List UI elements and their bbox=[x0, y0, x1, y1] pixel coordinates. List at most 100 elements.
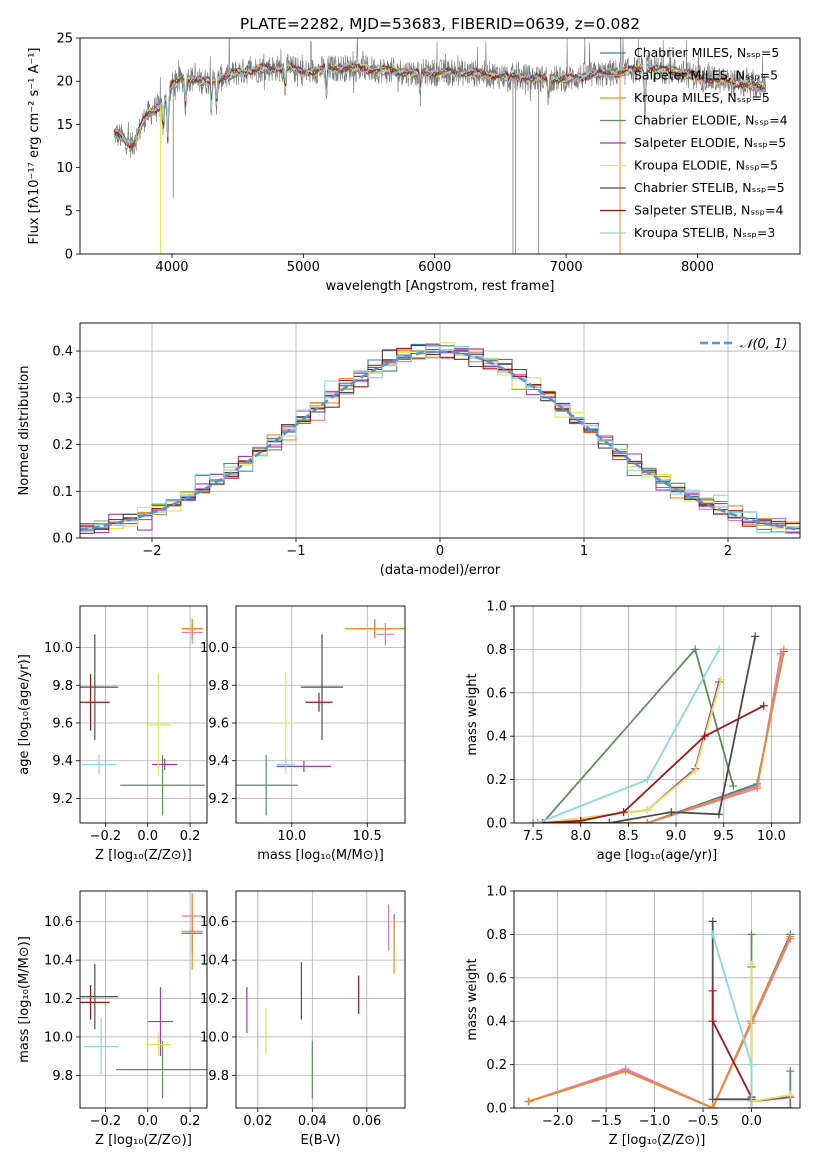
x-tick-label: 1 bbox=[580, 544, 588, 559]
y-tick-label: 0.8 bbox=[486, 643, 507, 658]
y-axis-label: Flux [fλ10⁻¹⁷ erg cm⁻² s⁻¹ A⁻¹] bbox=[27, 48, 42, 245]
panel-age_vs_mass: 10.0 10.5 9.2 9.4 9.6 9.8 10.0 mass [log₁₀(M/M⊙… bbox=[200, 605, 406, 863]
weight-point-marker bbox=[708, 930, 717, 939]
axes-frame bbox=[513, 890, 801, 1109]
weight-point-marker bbox=[576, 816, 585, 823]
axes-frame bbox=[235, 605, 406, 824]
weight-line bbox=[750, 967, 791, 1103]
histogram-step bbox=[80, 345, 800, 534]
x-tick-label: −1.0 bbox=[639, 1114, 671, 1129]
x-tick-label: −1 bbox=[286, 544, 305, 559]
y-tick-label: 1.0 bbox=[486, 885, 507, 900]
legend-label: Chabrier STELIB, Nₛₛₚ=5 bbox=[634, 180, 785, 195]
y-tick-label: 0.6 bbox=[486, 686, 507, 701]
x-axis-label: Z [log₁₀(Z/Z⊙)] bbox=[95, 848, 192, 863]
x-tick-label: 0.2 bbox=[180, 829, 201, 844]
y-tick-label: 10.2 bbox=[44, 992, 73, 1007]
weight-point-marker bbox=[786, 1090, 795, 1099]
x-axis-label: (data-model)/error bbox=[380, 563, 501, 578]
y-tick-label: 0.4 bbox=[486, 1015, 507, 1030]
weight-line bbox=[542, 679, 722, 823]
legend-label: 𝒩(0, 1) bbox=[740, 337, 787, 352]
plot-area bbox=[246, 904, 395, 1099]
weight-point-marker bbox=[751, 632, 760, 641]
y-tick-label: 0 bbox=[65, 248, 73, 263]
x-tick-label: 0.0 bbox=[137, 1114, 158, 1129]
weight-point-marker bbox=[621, 1067, 630, 1076]
y-tick-label: 10.2 bbox=[200, 992, 229, 1007]
weight-line bbox=[711, 921, 753, 1108]
weight-point-marker bbox=[708, 986, 717, 995]
x-axis-label: mass [log₁₀(M/M⊙)] bbox=[257, 848, 384, 863]
legend: Chabrier MILES, Nₛₛₚ=5 Salpeter MILES, Nₛ… bbox=[600, 45, 788, 240]
weight-point-marker bbox=[786, 1104, 795, 1108]
panel-mass_vs_ebv: 0.02 0.04 0.06 9.8 10.0 10.2 10.4 10.6 E(B-V) bbox=[200, 890, 406, 1148]
legend-label: Salpeter ELODIE, Nₛₛₚ=5 bbox=[634, 135, 786, 150]
y-tick-label: 0.4 bbox=[52, 345, 73, 360]
weight-point-marker bbox=[779, 645, 788, 654]
weight-point-marker bbox=[524, 1097, 533, 1106]
weight-point-marker bbox=[786, 932, 795, 941]
y-tick-label: 9.4 bbox=[208, 754, 229, 769]
y-tick-label: 9.2 bbox=[208, 792, 229, 807]
weight-point-marker bbox=[716, 675, 725, 684]
axes-frame bbox=[513, 605, 801, 824]
panel-spectrum: 4000 5000 6000 7000 8000 0 5 10 15 20 25 wavelength… bbox=[27, 15, 801, 294]
model-spectrum bbox=[113, 62, 767, 145]
weight-point-marker bbox=[691, 645, 700, 654]
y-tick-label: 1.0 bbox=[486, 600, 507, 615]
y-tick-label: 0.2 bbox=[486, 1058, 507, 1073]
x-tick-label: 0.06 bbox=[352, 1114, 381, 1129]
x-tick-label: 8.5 bbox=[618, 829, 639, 844]
weight-point-marker bbox=[747, 1060, 756, 1069]
weight-point-marker bbox=[619, 808, 628, 817]
legend-label: Chabrier ELODIE, Nₛₛₚ=4 bbox=[634, 113, 788, 128]
weight-point-marker bbox=[708, 1104, 717, 1108]
x-tick-label: 0.0 bbox=[137, 829, 158, 844]
x-axis-label: E(B-V) bbox=[300, 1133, 340, 1148]
panel-residuals: −2 −1 0 1 2 0.0 0.1 0.2 0.3 0.4 (data-model)/error… bbox=[17, 322, 801, 578]
y-tick-label: 10.0 bbox=[200, 641, 229, 656]
plot-area bbox=[80, 342, 800, 534]
weight-point-marker bbox=[747, 930, 756, 939]
x-tick-label: −2.0 bbox=[542, 1114, 574, 1129]
panel-weight_vs_Z: −2.0 −1.5 −1.0 −0.5 0.0 0.0 0.2 0.4 0.6 0.8 1.0 Z [… bbox=[465, 885, 801, 1148]
y-tick-label: 10.6 bbox=[200, 915, 229, 930]
y-tick-label: 10.0 bbox=[44, 641, 73, 656]
x-tick-label: 9.0 bbox=[666, 829, 687, 844]
weight-line bbox=[533, 653, 782, 823]
weight-line bbox=[533, 649, 785, 823]
y-tick-label: 10.0 bbox=[200, 1030, 229, 1045]
legend-label: Salpeter MILES, Nₛₛₚ=5 bbox=[634, 68, 778, 83]
y-tick-label: 0.3 bbox=[52, 391, 73, 406]
y-axis-label: mass weight bbox=[465, 958, 480, 1040]
legend-label: Kroupa STELIB, Nₛₛₚ=3 bbox=[634, 225, 775, 240]
y-axis-label: mass weight bbox=[465, 673, 480, 755]
x-axis-label: age [log₁₀(age/yr)] bbox=[597, 848, 718, 863]
weight-point-marker bbox=[708, 917, 717, 926]
weight-line bbox=[537, 636, 757, 823]
y-tick-label: 0.0 bbox=[52, 532, 73, 547]
x-tick-label: 8.0 bbox=[570, 829, 591, 844]
legend-label: Kroupa ELODIE, Nₛₛₚ=5 bbox=[634, 158, 778, 173]
legend-label: Kroupa MILES, Nₛₛₚ=5 bbox=[634, 90, 770, 105]
panel-mass_vs_Z: −0.2 0.0 0.2 9.8 10.0 10.2 10.4 10.6 Z [log₁₀(Z/… bbox=[17, 890, 208, 1148]
axes-frame bbox=[235, 890, 406, 1109]
histogram-step bbox=[80, 344, 800, 530]
weight-point-marker bbox=[759, 701, 768, 710]
plot-area bbox=[80, 892, 207, 1099]
panel-weight_vs_age: 7.5 8.0 8.5 9.0 9.5 10.0 0.0 0.2 0.4 0.6 0.8 1.0 age… bbox=[465, 600, 801, 863]
weight-point-marker bbox=[529, 819, 538, 823]
x-tick-label: 10.0 bbox=[757, 829, 786, 844]
x-tick-label: −0.2 bbox=[90, 829, 122, 844]
y-axis-label: age [log₁₀(age/yr)] bbox=[17, 654, 32, 775]
plot-area bbox=[524, 917, 795, 1108]
x-axis-label: wavelength [Angstrom, rest frame] bbox=[326, 279, 555, 294]
y-tick-label: 10.6 bbox=[44, 915, 73, 930]
y-tick-label: 9.8 bbox=[208, 679, 229, 694]
y-tick-label: 10.4 bbox=[200, 954, 229, 969]
x-tick-label: 7000 bbox=[550, 260, 583, 275]
weight-point-marker bbox=[729, 782, 738, 791]
y-tick-label: 0.2 bbox=[52, 438, 73, 453]
weight-line bbox=[750, 964, 791, 1103]
